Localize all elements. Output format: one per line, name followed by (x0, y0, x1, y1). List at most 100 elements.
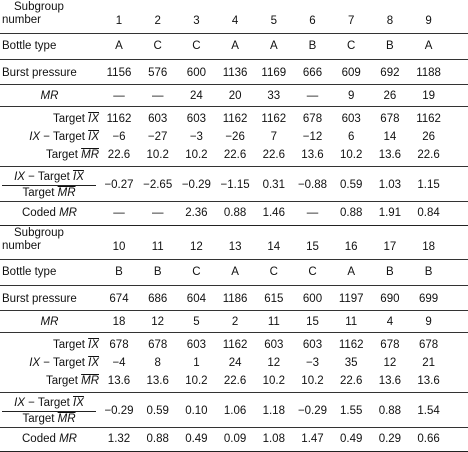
ratio-cell: −2.65 (143, 179, 173, 191)
coded-mr-cell: 0.88 (223, 207, 247, 219)
subgroup-label-line2: number (2, 14, 41, 26)
burst-pressure-cell: 609 (341, 67, 361, 79)
coded-mr-cell: 1.08 (262, 433, 285, 445)
coded-mr-cell: — (151, 207, 164, 219)
ix-minus-target-cell: −6 (112, 131, 126, 143)
burst-pressure-cell: 576 (148, 67, 168, 79)
burst-pressure-label: Burst pressure (2, 293, 77, 305)
fraction-denominator: Target MR (2, 412, 96, 426)
rule (0, 106, 468, 107)
subgroup-header-label: Subgroup number (2, 227, 64, 253)
rule (0, 427, 468, 428)
target-mr-label: Target MR (0, 375, 99, 388)
coded-mr-cell: 0.66 (417, 433, 440, 445)
minus-target-word: − Target (24, 397, 74, 409)
coded-mr-cell: 0.84 (417, 207, 440, 219)
bottle-type-cell: A (269, 40, 278, 52)
ratio-cell: 0.59 (146, 405, 169, 417)
burst-pressure-cell: 615 (264, 293, 284, 305)
target-ix-cell: 678 (380, 113, 400, 125)
bottle-type-cell: B (424, 266, 433, 278)
ix-bar-symbol: IX (88, 357, 99, 369)
bottle-type-cell: B (308, 40, 317, 52)
mr-cell: 9 (425, 316, 432, 328)
mr-cell: 5 (193, 316, 200, 328)
burst-pressure-cell: 604 (186, 293, 206, 305)
mr-cell: 4 (386, 316, 394, 328)
subgroup-number-cell: 12 (189, 241, 203, 253)
coded-mr-cell: 0.29 (378, 433, 402, 445)
target-mr-cell: 10.2 (262, 375, 285, 387)
ix-bar-symbol: IX (88, 339, 99, 351)
mr-cell: 12 (151, 316, 165, 328)
target-word: Target (52, 113, 89, 125)
coded-mr-cell: 1.47 (301, 433, 324, 445)
ratio-cell: −0.27 (104, 179, 134, 191)
bottle-type-cell: A (231, 266, 239, 278)
target-mr-cell: 13.6 (378, 149, 402, 161)
ix-minus-target-cell: −26 (225, 131, 245, 143)
ix-minus-target-cell: −12 (302, 131, 323, 143)
ratio-cell: 1.06 (223, 405, 247, 417)
coded-mr-cell: 1.32 (107, 433, 131, 445)
ix-minus-target-cell: 12 (383, 357, 397, 369)
ratio-cell: −0.29 (104, 405, 134, 417)
mr-bar-symbol: MR (81, 375, 99, 387)
mr-cell: 33 (267, 90, 281, 102)
rule (0, 33, 468, 34)
subgroup-number-cell: 13 (228, 241, 242, 253)
mr-cell: 20 (228, 90, 242, 102)
bottle-type-cell: B (153, 266, 162, 278)
subgroup-number-cell: 8 (386, 15, 394, 27)
target-ix-cell: 678 (380, 339, 400, 351)
rule (0, 201, 468, 202)
target-ix-cell: 603 (341, 113, 361, 125)
ix-symbol: IX (29, 357, 41, 369)
target-ix-cell: 603 (186, 339, 206, 351)
ratio-cell: −0.29 (181, 179, 211, 191)
mr-label: MR (0, 316, 99, 329)
ix-minus-target-label: IX − Target IX (0, 357, 99, 370)
subgroup-number-cell: 2 (154, 15, 161, 27)
target-mr-cell: 22.6 (417, 149, 440, 161)
target-ix-cell: 1162 (106, 113, 132, 125)
rule (0, 392, 468, 393)
ix-minus-target-cell: −27 (147, 131, 168, 143)
mr-bar-symbol: MR (57, 413, 76, 425)
subgroup-label-line1: Subgroup (14, 1, 64, 13)
coded-mr-cell: 0.88 (339, 207, 363, 219)
mr-cell: 15 (306, 316, 319, 328)
bottle-type-cell: B (386, 40, 394, 52)
coded-mr-cell: 2.36 (185, 207, 208, 219)
ratio-cell: 0.10 (185, 405, 208, 417)
mr-cell: 19 (422, 90, 435, 102)
target-mr-cell: 22.6 (262, 149, 285, 161)
rule (0, 84, 468, 85)
rule (0, 166, 468, 167)
mr-cell: — (113, 90, 125, 102)
subgroup-number-cell: 18 (422, 241, 435, 253)
bottle-type-cell: A (115, 40, 123, 52)
ix-minus-target-cell: −3 (305, 357, 320, 369)
ratio-fraction-label: IX − Target IX Target MR (2, 397, 96, 426)
ratio-cell: −0.88 (297, 179, 328, 191)
burst-pressure-cell: 1186 (222, 293, 248, 305)
subgroup-number-cell: 10 (112, 241, 126, 253)
mr-symbol: MR (40, 90, 59, 102)
ix-minus-target-cell: −3 (189, 131, 203, 143)
target-ix-label: Target IX (0, 113, 99, 126)
minus-target-word: − Target (40, 357, 89, 369)
ix-minus-target-cell: 14 (383, 131, 397, 143)
target-ix-cell: 1162 (222, 339, 248, 351)
burst-pressure-cell: 1136 (222, 67, 248, 79)
ratio-cell: 1.15 (417, 179, 440, 191)
bottle-type-cell: A (424, 40, 433, 52)
bottle-type-cell: B (115, 266, 123, 278)
target-word: Target (45, 149, 82, 161)
target-mr-cell: 22.6 (107, 149, 131, 161)
coded-word: Coded (22, 433, 60, 445)
burst-pressure-cell: 686 (148, 293, 168, 305)
target-ix-cell: 678 (109, 339, 129, 351)
target-mr-cell: 13.6 (417, 375, 440, 387)
subgroup-number-cell: 9 (425, 15, 432, 27)
